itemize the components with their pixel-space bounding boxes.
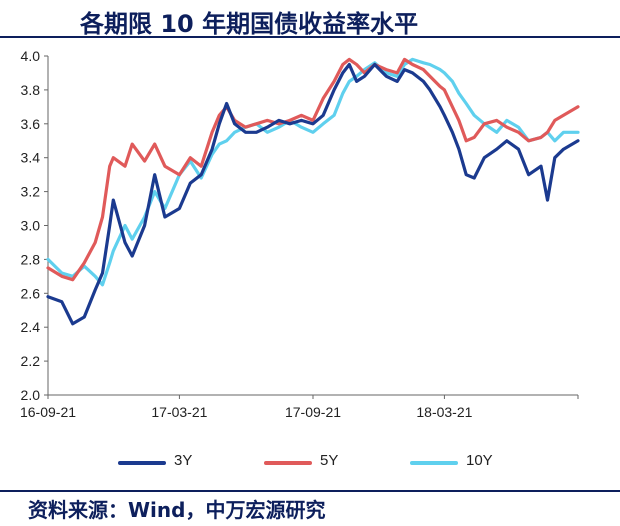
x-axis: 16-09-21 17-03-21 17-09-21 18-03-21: [20, 394, 579, 420]
x-tick-label: 17-09-21: [285, 404, 341, 420]
series-line-5y: [46, 57, 580, 282]
title-bar: 各期限 10 年期国债收益率水平: [0, 0, 620, 40]
y-tick-label: 2.4: [21, 319, 41, 335]
y-tick-label: 2.6: [21, 285, 41, 301]
source-note: 资料来源：Wind，中万宏源研究: [28, 498, 326, 522]
title-divider: [0, 36, 620, 38]
legend: 3Y 5Y 10Y: [0, 446, 620, 474]
x-tick-label: 16-09-21: [20, 404, 76, 420]
chart-title: 各期限 10 年期国债收益率水平: [80, 10, 419, 38]
legend-swatch-5y: [264, 461, 312, 465]
x-tick-label: 18-03-21: [416, 404, 472, 420]
series-line-10y: [46, 57, 580, 287]
legend-label-10y: 10Y: [466, 452, 493, 469]
series-line-3y: [46, 62, 580, 326]
y-tick-label: 3.8: [21, 82, 41, 98]
y-tick-label: 3.4: [21, 150, 41, 166]
legend-swatch-3y: [118, 461, 166, 465]
y-tick-label: 4.0: [21, 48, 41, 64]
series-lines: [46, 57, 580, 326]
legend-swatch-10y: [410, 461, 458, 465]
y-axis: 2.0 2.2 2.4 2.6 2.8 3.0 3.2 3.4 3.6 3.8 4.0: [21, 48, 49, 403]
y-tick-label: 2.8: [21, 251, 41, 267]
legend-label-3y: 3Y: [174, 452, 193, 469]
y-tick-label: 3.0: [21, 218, 41, 234]
yield-chart: 2.0 2.2 2.4 2.6 2.8 3.0 3.2 3.4 3.6 3.8 4.0 16-09-…: [20, 48, 580, 420]
y-tick-label: 2.2: [21, 353, 41, 369]
source-divider: [0, 490, 620, 492]
x-tick-label: 17-03-21: [151, 404, 207, 420]
y-tick-label: 3.6: [21, 116, 41, 132]
legend-label-5y: 5Y: [320, 452, 339, 469]
y-tick-label: 2.0: [21, 387, 41, 403]
y-tick-label: 3.2: [21, 184, 41, 200]
